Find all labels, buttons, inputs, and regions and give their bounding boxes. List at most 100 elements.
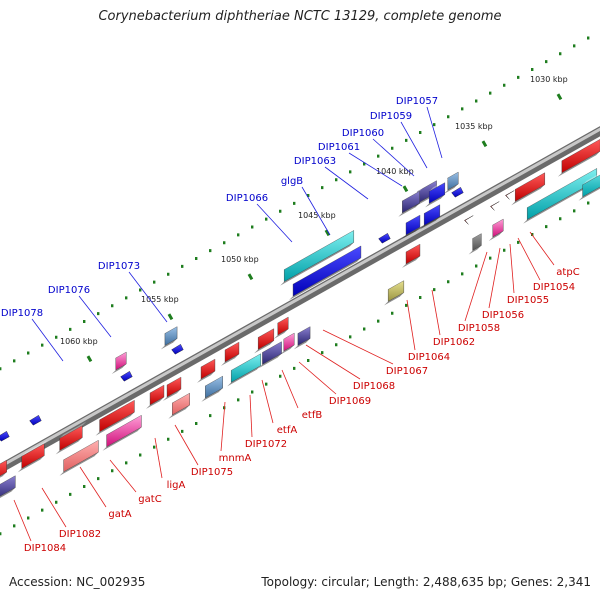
track-tick [517,75,520,79]
track-tick [223,241,226,245]
block-face [283,332,295,352]
gene-label-upper: DIP1060 [342,128,384,139]
block-face [277,316,289,336]
track-tick [321,186,324,190]
upper-gene-labels: DIP1057 DIP1059 DIP1060 DIP1061 DIP1063 glgB D… [1,96,443,362]
gene-label-lower: DIP1064 [408,352,450,363]
gene-feature [273,313,293,339]
block-top [99,396,139,420]
block-shadow [273,329,289,339]
upper-leader-line [348,152,403,187]
lower-leader-line [220,401,226,452]
kbp-label: 1050 kbp [221,255,259,264]
track-tick [209,414,212,418]
track-tick [349,170,352,174]
block-top [388,276,408,290]
track-tick [41,508,44,512]
kbp-major-tick [556,93,563,101]
gene-label-lower: ligA [167,480,186,491]
block-shadow [95,412,135,436]
track-tick [97,477,100,481]
gene-label-lower: etfA [277,425,298,436]
block-face [149,384,165,406]
lower-leader-line [109,459,137,493]
gene-feature [425,178,449,208]
gene-feature [168,389,194,419]
block-shadow [384,292,404,306]
block-top [150,381,168,393]
gene-feature [55,421,87,455]
track-tick [167,272,170,276]
lower-leader-line [431,289,441,336]
block-shadow [402,256,420,268]
track-tick [279,374,282,378]
track-tick [559,52,562,56]
track-tick [419,296,422,299]
block-shadow [488,231,504,241]
gene-label-upper: DIP1076 [48,285,90,296]
track-tick [559,217,562,221]
block-face [0,459,7,477]
arrow-face [29,415,42,426]
upper-leader-line [128,271,168,323]
block-shadow [258,353,282,369]
block-shadow [425,194,445,208]
lower-leader-line [249,394,253,438]
block-top [284,226,358,270]
block-top [115,348,131,358]
block-top [63,436,103,460]
kbp-label: 1030 kbp [530,75,568,84]
track-tick [573,44,576,48]
block-face [166,376,182,398]
gene-feature [0,456,11,478]
gene-feature [443,168,463,194]
lower-leader-line [529,231,555,266]
gene-feature [146,381,168,409]
track-tick [41,343,44,347]
block-shadow [402,227,420,239]
block-top [0,471,20,485]
block-face [428,182,446,204]
gene-feature [201,372,227,402]
track-tick [153,445,156,449]
track-tick [545,60,548,64]
upper-leader-line [256,203,293,243]
block-top [582,173,600,185]
block-face [106,414,142,448]
track-tick [461,107,464,111]
kbp-major-tick [402,185,409,193]
track-tick [293,201,296,205]
block-top [21,439,49,457]
track-tick [363,162,366,166]
block-top [231,349,265,371]
track-tick [475,99,478,103]
accession-label: Accession: NC_002935 [9,575,146,589]
gene-arrow [171,344,184,355]
track-tick [433,288,436,292]
gene-feature [279,329,299,355]
genome-backbone [0,126,600,474]
gene-feature [280,226,358,286]
arrow-face [451,187,464,198]
block-shadow [146,397,164,409]
lower-leader-line [174,424,199,466]
track-tick [125,461,128,465]
gene-label-lower: DIP1058 [458,323,500,334]
upper-leader-line [400,121,428,169]
block-top [297,322,315,334]
block-face [200,358,216,380]
gene-label-lower: DIP1062 [433,337,475,348]
gene-arrow [451,187,464,198]
arrow-face [490,201,500,211]
track-tick [251,390,254,394]
gene-feature [254,324,278,354]
block-shadow [511,184,545,206]
gene-feature [59,436,103,476]
track-tick [265,382,268,386]
upper-leader-line [78,295,112,338]
block-top [106,411,146,435]
gene-label-upper: DIP1057 [396,96,438,107]
track-tick [111,304,114,308]
upper-leader-line [31,318,64,362]
